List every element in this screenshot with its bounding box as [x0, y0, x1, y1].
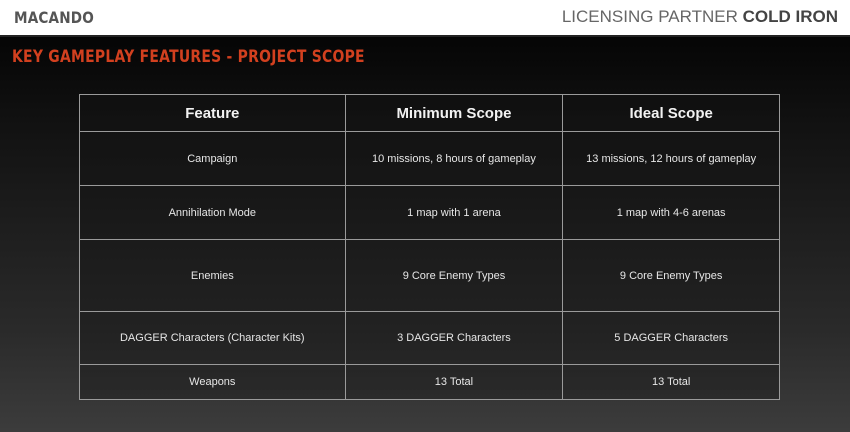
scope-table: Feature Minimum Scope Ideal Scope Campai… — [79, 94, 780, 400]
table-cell: 9 Core Enemy Types — [344, 239, 564, 312]
table-row: Campaign 10 missions, 8 hours of gamepla… — [79, 131, 780, 186]
table-cell: 13 Total — [562, 364, 780, 400]
table-cell: 13 missions, 12 hours of gameplay — [562, 131, 780, 186]
table-cell: DAGGER Characters (Character Kits) — [79, 311, 346, 365]
table-cell: 10 missions, 8 hours of gameplay — [344, 131, 564, 186]
licensing-partner: LICENSING PARTNER COLD IRON — [562, 7, 838, 27]
table-cell: Weapons — [79, 364, 346, 400]
table-cell: 9 Core Enemy Types — [562, 239, 780, 312]
table-header-row: Feature Minimum Scope Ideal Scope — [79, 94, 780, 132]
partner-name: COLD IRON — [742, 7, 838, 26]
table-cell: 3 DAGGER Characters — [344, 311, 564, 365]
slide-title: KEY GAMEPLAY FEATURES - PROJECT SCOPE — [12, 47, 365, 67]
column-header: Feature — [79, 94, 346, 132]
table-cell: 5 DAGGER Characters — [562, 311, 780, 365]
column-header: Minimum Scope — [344, 94, 564, 132]
macando-logo: MACANDO — [14, 8, 94, 27]
table-cell: 13 Total — [344, 364, 564, 400]
header-bar: MACANDO LICENSING PARTNER COLD IRON — [0, 0, 850, 37]
table-cell: Enemies — [79, 239, 346, 312]
table-cell: Campaign — [79, 131, 346, 186]
table-cell: 1 map with 4-6 arenas — [562, 185, 780, 240]
table-row: DAGGER Characters (Character Kits) 3 DAG… — [79, 311, 780, 365]
partner-label: LICENSING PARTNER — [561, 7, 738, 26]
table-row: Annihilation Mode 1 map with 1 arena 1 m… — [79, 185, 780, 240]
column-header: Ideal Scope — [562, 94, 780, 132]
table-cell: Annihilation Mode — [79, 185, 346, 240]
table-row: Weapons 13 Total 13 Total — [79, 364, 780, 400]
table-cell: 1 map with 1 arena — [344, 185, 564, 240]
table-row: Enemies 9 Core Enemy Types 9 Core Enemy … — [79, 239, 780, 312]
